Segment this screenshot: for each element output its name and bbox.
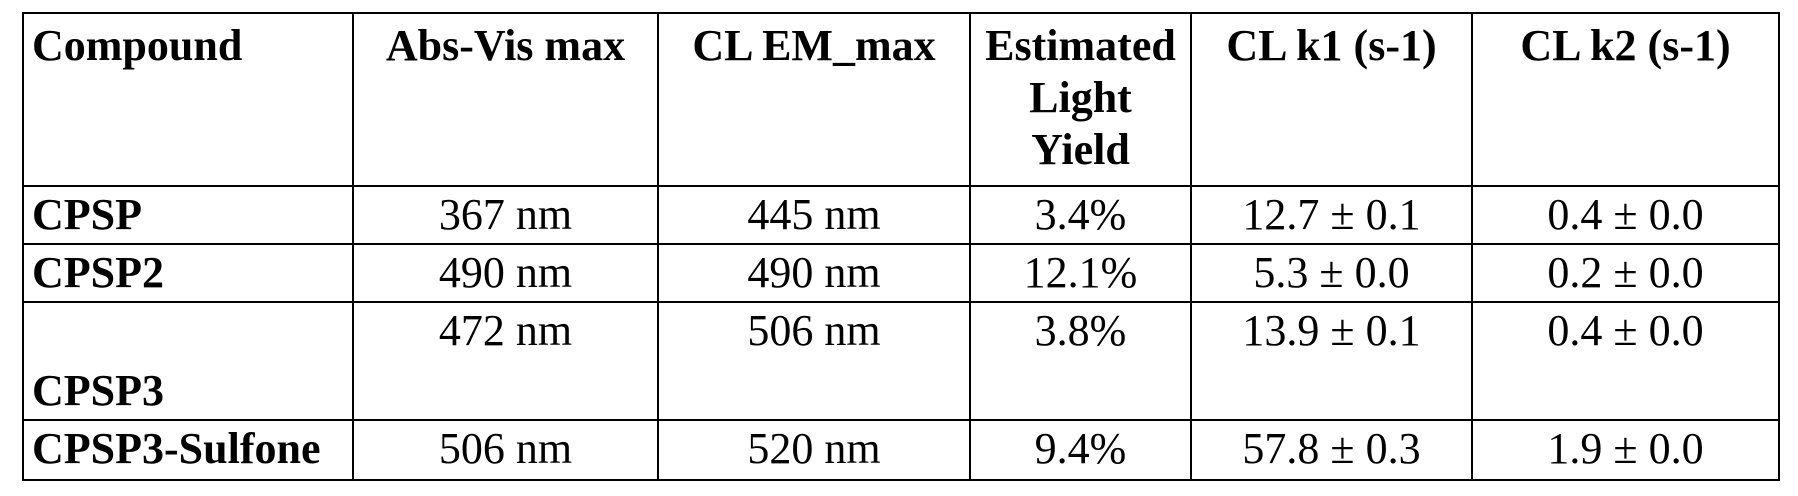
header-cl-k1: CL k1 (s-1)	[1190, 12, 1473, 187]
cell-light-yield: 9.4%	[969, 419, 1192, 481]
header-cl-em-max: CL EM_max	[657, 12, 971, 187]
cell-cl-k1: 13.9 ± 0.1	[1190, 301, 1473, 421]
compound-properties-table: Compound Abs-Vis max CL EM_max Estimated…	[22, 12, 1780, 481]
table-row: CPSP2 490 nm 490 nm 12.1% 5.3 ± 0.0 0.2 …	[22, 243, 1780, 303]
data-table-container: Compound Abs-Vis max CL EM_max Estimated…	[22, 12, 1780, 481]
cell-cl-k1: 5.3 ± 0.0	[1190, 243, 1473, 303]
cell-abs-vis-max: 490 nm	[352, 243, 659, 303]
table-header-row: Compound Abs-Vis max CL EM_max Estimated…	[22, 12, 1780, 187]
cell-cl-k2: 1.9 ± 0.0	[1471, 419, 1780, 481]
table-row: CPSP3 472 nm 506 nm 3.8% 13.9 ± 0.1 0.4 …	[22, 301, 1780, 421]
header-compound: Compound	[22, 12, 354, 187]
cell-cl-k2: 0.2 ± 0.0	[1471, 243, 1780, 303]
cell-cl-em-max: 506 nm	[657, 301, 971, 421]
cell-abs-vis-max: 367 nm	[352, 185, 659, 245]
cell-cl-em-max: 520 nm	[657, 419, 971, 481]
cell-light-yield: 12.1%	[969, 243, 1192, 303]
cell-cl-em-max: 445 nm	[657, 185, 971, 245]
header-abs-vis-max: Abs-Vis max	[352, 12, 659, 187]
cell-light-yield: 3.8%	[969, 301, 1192, 421]
cell-cl-em-max: 490 nm	[657, 243, 971, 303]
cell-cl-k1: 57.8 ± 0.3	[1190, 419, 1473, 481]
cell-compound: CPSP	[22, 185, 354, 245]
table-row: CPSP3-Sulfone 506 nm 520 nm 9.4% 57.8 ± …	[22, 419, 1780, 481]
cell-cl-k2: 0.4 ± 0.0	[1471, 301, 1780, 421]
cell-compound: CPSP3-Sulfone	[22, 419, 354, 481]
cell-abs-vis-max: 506 nm	[352, 419, 659, 481]
cell-cl-k2: 0.4 ± 0.0	[1471, 185, 1780, 245]
cell-compound: CPSP2	[22, 243, 354, 303]
cell-abs-vis-max: 472 nm	[352, 301, 659, 421]
header-estimated-light-yield: Estimated Light Yield	[969, 12, 1192, 187]
cell-compound: CPSP3	[22, 301, 354, 421]
header-cl-k2: CL k2 (s-1)	[1471, 12, 1780, 187]
table-row: CPSP 367 nm 445 nm 3.4% 12.7 ± 0.1 0.4 ±…	[22, 185, 1780, 245]
cell-light-yield: 3.4%	[969, 185, 1192, 245]
cell-cl-k1: 12.7 ± 0.1	[1190, 185, 1473, 245]
